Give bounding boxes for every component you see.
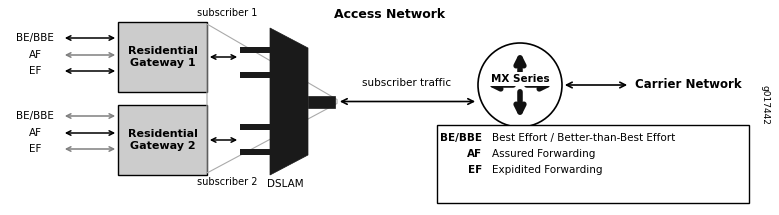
- Text: AF: AF: [29, 50, 41, 60]
- Bar: [118, 105, 207, 175]
- Text: AF: AF: [29, 128, 41, 138]
- Bar: [240, 124, 272, 130]
- Text: Access Network: Access Network: [334, 8, 446, 21]
- Bar: [118, 22, 207, 92]
- Text: g017442: g017442: [760, 85, 770, 125]
- Text: BE/BBE: BE/BBE: [440, 133, 482, 143]
- Text: MX Series: MX Series: [491, 74, 549, 84]
- Text: EF: EF: [29, 66, 41, 76]
- Text: subscriber 2: subscriber 2: [197, 177, 258, 187]
- Polygon shape: [308, 95, 335, 108]
- Text: Expidited Forwarding: Expidited Forwarding: [492, 165, 602, 175]
- Text: Assured Forwarding: Assured Forwarding: [492, 149, 595, 159]
- Text: BE/BBE: BE/BBE: [16, 111, 54, 121]
- Text: AF: AF: [467, 149, 482, 159]
- Bar: [240, 47, 272, 53]
- Text: Carrier Network: Carrier Network: [635, 78, 742, 92]
- Bar: [437, 125, 749, 203]
- Text: EF: EF: [29, 144, 41, 154]
- Text: Residential
Gateway 2: Residential Gateway 2: [128, 129, 197, 151]
- Bar: [240, 72, 272, 78]
- Text: DSLAM: DSLAM: [266, 179, 303, 189]
- Text: BE/BBE: BE/BBE: [16, 33, 54, 43]
- Circle shape: [478, 43, 562, 127]
- Text: Best Effort / Better-than-Best Effort: Best Effort / Better-than-Best Effort: [492, 133, 675, 143]
- Text: subscriber traffic: subscriber traffic: [362, 77, 451, 88]
- Text: Residential
Gateway 1: Residential Gateway 1: [128, 46, 197, 68]
- Text: subscriber 1: subscriber 1: [197, 8, 258, 18]
- Polygon shape: [270, 28, 308, 175]
- Text: EF: EF: [467, 165, 482, 175]
- Bar: [240, 149, 272, 155]
